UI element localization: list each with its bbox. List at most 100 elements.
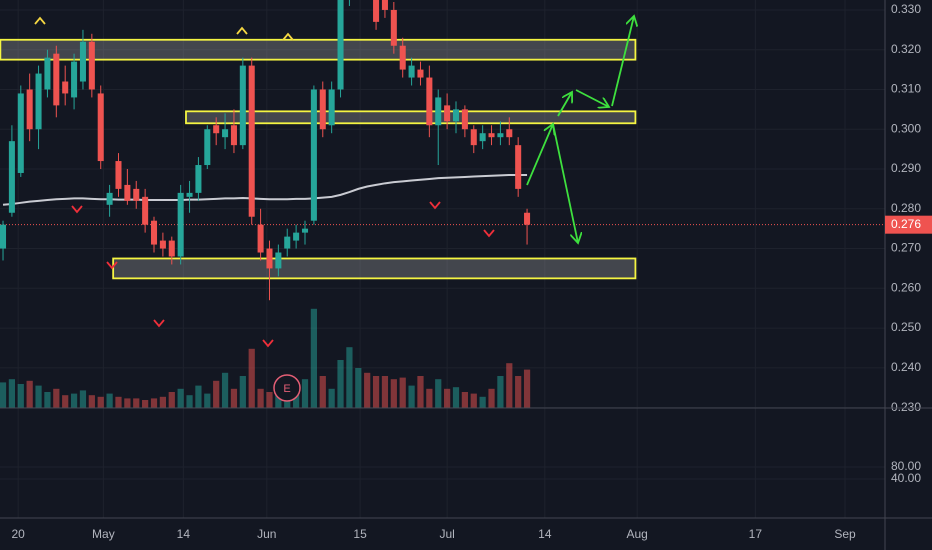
candle-body — [373, 0, 380, 22]
candle-body — [230, 125, 237, 146]
volume-bar — [195, 385, 202, 408]
price-zone — [0, 38, 637, 61]
y-tick-label: 0.310 — [891, 82, 921, 96]
volume-bar — [381, 376, 389, 408]
candle-body — [319, 89, 326, 130]
candle-body — [266, 248, 273, 269]
y-tick-label: 0.230 — [891, 400, 921, 414]
volume-bar — [62, 395, 69, 408]
volume-bar — [133, 398, 140, 408]
price-zone — [112, 257, 637, 280]
candle-body — [8, 141, 15, 213]
candle-body — [399, 45, 406, 70]
volume-bar — [426, 388, 433, 408]
y-tick-label: 0.250 — [891, 320, 921, 334]
candle-body — [381, 0, 388, 10]
y-tick-label: 0.240 — [891, 360, 921, 374]
candle-body — [426, 77, 433, 126]
candle-body — [62, 81, 69, 94]
volume-bar — [221, 372, 229, 408]
low-marker — [106, 261, 118, 270]
low-marker — [429, 201, 441, 210]
candle-body — [488, 133, 495, 138]
volume-bar — [239, 376, 246, 408]
volume-bar — [506, 363, 513, 408]
volume-bar — [44, 392, 51, 408]
x-tick-label: May — [92, 527, 115, 541]
volume-bar — [390, 379, 397, 408]
low-marker — [483, 229, 495, 238]
candle-body — [257, 224, 264, 253]
projection-arrow — [557, 92, 572, 117]
x-tick-label: Jul — [439, 527, 454, 541]
volume-bar — [346, 347, 353, 408]
candle-body — [417, 69, 424, 78]
moving-average — [2, 173, 528, 206]
volume-bar — [488, 388, 495, 408]
volume-bar — [257, 388, 264, 408]
candle-body — [301, 228, 309, 233]
x-tick-label: Jun — [257, 527, 276, 541]
y2-tick-label: 80.00 — [891, 459, 921, 473]
candle-body — [44, 57, 51, 90]
candle-body — [150, 220, 158, 245]
volume-bar — [186, 395, 193, 408]
candle-body — [106, 192, 113, 205]
volume-bar — [497, 376, 504, 408]
x-tick-label: 15 — [353, 527, 367, 541]
volume-bar — [310, 308, 317, 408]
earnings-badge[interactable] — [273, 374, 301, 402]
volume-bar — [435, 379, 442, 408]
y-tick-label: 0.300 — [891, 121, 921, 135]
y-tick-label: 0.330 — [891, 2, 921, 16]
volume-bar — [408, 385, 415, 408]
price-layer — [0, 0, 885, 301]
x-tick-label: Aug — [627, 527, 648, 541]
candle-body — [204, 129, 211, 166]
candle-body — [515, 145, 522, 189]
candle-body — [177, 192, 184, 257]
volume-bar — [177, 388, 184, 408]
candle-body — [195, 165, 202, 193]
candle-body — [222, 129, 229, 138]
candle-body — [88, 41, 95, 90]
volume-bar — [115, 396, 122, 408]
candle-body — [506, 129, 513, 138]
candle-body — [71, 61, 78, 98]
volume-bar — [150, 398, 158, 408]
volume-bar — [337, 360, 344, 408]
candle-body — [408, 65, 415, 78]
volume-bar — [364, 372, 371, 408]
projection-arrow — [552, 123, 578, 243]
candle-body — [328, 89, 335, 126]
earnings-label[interactable]: E — [283, 383, 290, 395]
candle-body — [35, 73, 42, 130]
volume-bar — [106, 393, 113, 408]
candle-body — [284, 236, 291, 249]
volume-bar — [26, 380, 33, 408]
y2-tick-label: 40.00 — [891, 471, 921, 485]
candle-body — [26, 89, 33, 130]
volume-bar — [8, 379, 16, 408]
volume-bar — [417, 376, 424, 408]
price-zone — [185, 110, 637, 125]
volume-bar — [444, 388, 451, 408]
volume-bar — [17, 384, 24, 408]
projection-arrow — [611, 16, 634, 107]
candle-body — [293, 232, 300, 241]
candle-body — [53, 53, 60, 106]
candle-body — [142, 196, 149, 225]
volume-bar — [470, 393, 477, 408]
y-tick-label: 0.290 — [891, 161, 921, 175]
candle-body — [248, 65, 255, 217]
y-tick-label: 0.260 — [891, 280, 921, 294]
candle-body — [461, 109, 468, 130]
y-tick-label: 0.320 — [891, 42, 921, 56]
high-marker — [236, 26, 248, 35]
low-marker — [71, 205, 83, 214]
y-tick-label: 0.280 — [891, 201, 921, 215]
volume-bar — [53, 388, 60, 408]
candle-body — [0, 224, 7, 249]
